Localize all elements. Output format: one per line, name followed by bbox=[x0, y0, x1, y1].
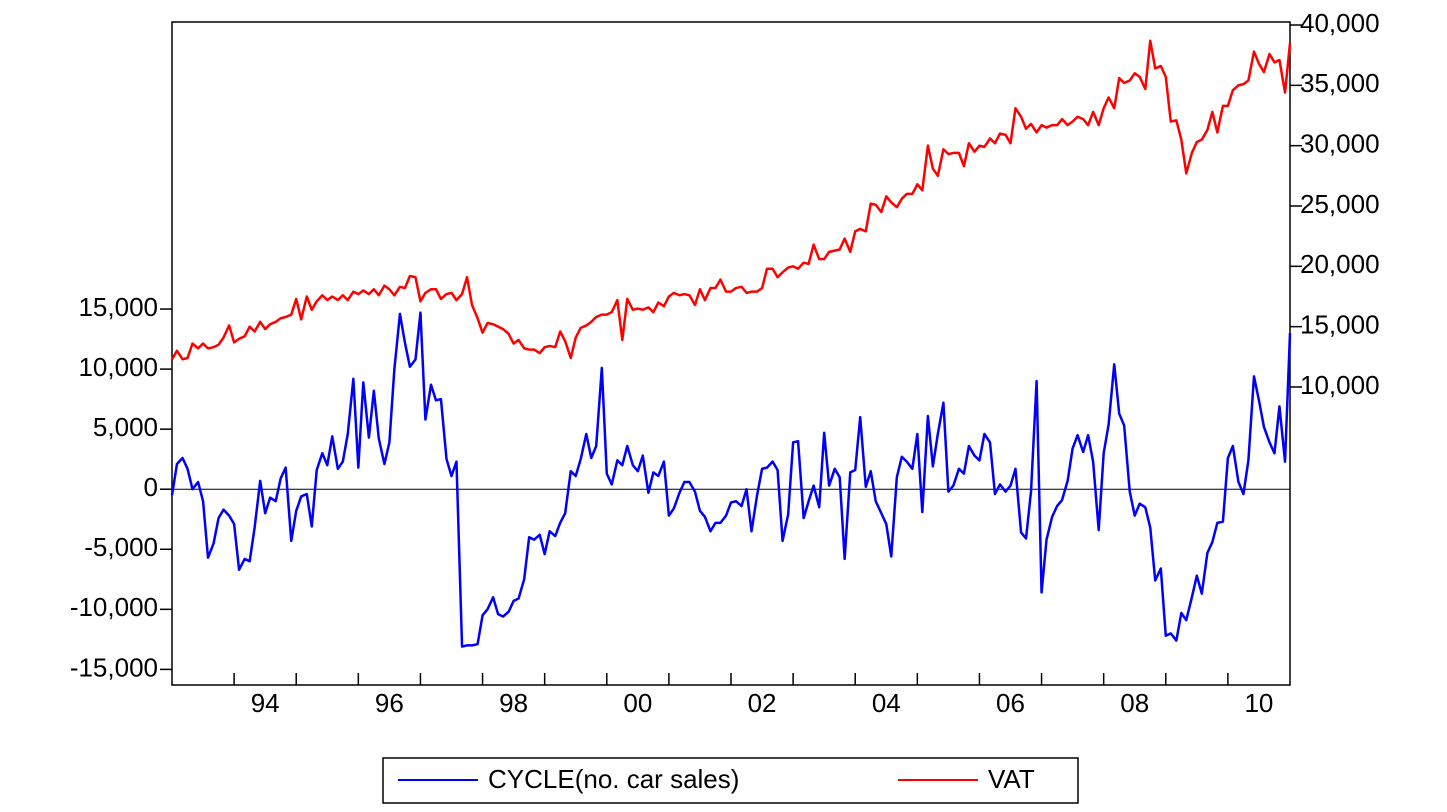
plot-frame bbox=[171, 21, 1291, 686]
y-tick-label: 5,000 bbox=[93, 412, 158, 442]
x-tick-label: 10 bbox=[1244, 688, 1273, 718]
y-tick-label: 15,000 bbox=[78, 292, 158, 322]
y2-tick-label: 10,000 bbox=[1300, 370, 1380, 400]
y2-tick-label: 30,000 bbox=[1300, 129, 1380, 159]
x-tick-label: 06 bbox=[996, 688, 1025, 718]
series-line bbox=[170, 39, 1292, 361]
x-tick-label: 08 bbox=[1120, 688, 1149, 718]
y-tick-label: -15,000 bbox=[70, 652, 158, 682]
y-tick-label: 0 bbox=[144, 472, 158, 502]
y-tick-label: -5,000 bbox=[84, 532, 158, 562]
x-tick-label: 96 bbox=[375, 688, 404, 718]
x-tick-label: 98 bbox=[499, 688, 528, 718]
x-tick-label: 00 bbox=[623, 688, 652, 718]
x-tick-label: 02 bbox=[748, 688, 777, 718]
y-tick-label: 10,000 bbox=[78, 352, 158, 382]
legend-label: CYCLE(no. car sales) bbox=[488, 764, 739, 794]
y2-tick-label: 35,000 bbox=[1300, 68, 1380, 98]
legend-label: VAT bbox=[988, 764, 1035, 794]
x-tick-label: 04 bbox=[872, 688, 901, 718]
y2-tick-label: 15,000 bbox=[1300, 310, 1380, 340]
y2-tick-label: 40,000 bbox=[1300, 8, 1380, 38]
x-tick-label: 94 bbox=[251, 688, 280, 718]
y-tick-label: -10,000 bbox=[70, 592, 158, 622]
y2-tick-label: 25,000 bbox=[1300, 189, 1380, 219]
series-line bbox=[170, 311, 1292, 648]
y2-tick-label: 20,000 bbox=[1300, 249, 1380, 279]
